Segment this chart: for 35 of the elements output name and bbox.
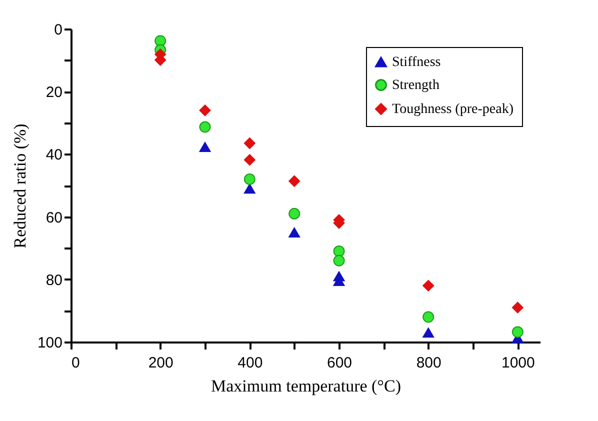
x-tick-label: 1000	[501, 354, 535, 372]
point	[333, 254, 345, 266]
point	[244, 138, 256, 149]
point	[422, 280, 434, 292]
y-tick-label: 0	[54, 22, 62, 38]
point	[288, 208, 300, 220]
x-tick-label: 200	[148, 354, 174, 372]
point	[422, 328, 434, 338]
x-tick-label: 400	[238, 354, 263, 372]
point	[154, 35, 166, 47]
y-tick-label: 20	[46, 84, 62, 102]
legend-label: Strength	[392, 78, 440, 93]
point	[512, 302, 524, 314]
point	[512, 326, 524, 338]
point	[244, 184, 256, 194]
y-axis-title: Reduced ratio (%)	[10, 124, 30, 248]
point	[244, 154, 256, 166]
x-axis-title: Maximum temperature (°C)	[211, 376, 401, 396]
point	[199, 142, 211, 152]
point	[199, 104, 211, 116]
legend-label: Toughness (pre-peak)	[392, 102, 514, 117]
point	[422, 311, 434, 323]
point	[199, 121, 211, 133]
point	[288, 227, 300, 238]
point	[244, 174, 256, 185]
y-tick-label: 80	[46, 272, 62, 289]
x-tick-label: 0	[72, 354, 80, 372]
y-tick-label: 40	[46, 146, 62, 164]
legend-label: Stiffness	[392, 55, 441, 70]
point	[288, 175, 300, 187]
x-tick-label: 800	[416, 354, 442, 372]
point	[333, 245, 345, 257]
y-tick-label: 60	[46, 209, 62, 226]
x-tick-label: 600	[326, 354, 352, 372]
y-tick-label: 100	[37, 334, 62, 352]
